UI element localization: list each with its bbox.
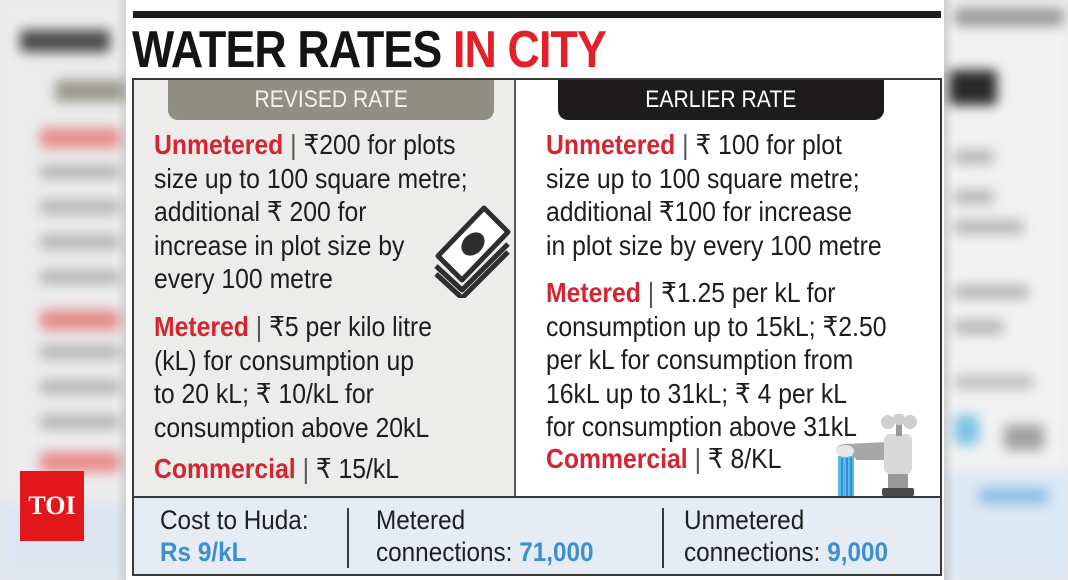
infographic-card: WATER RATES IN CITY REVISED RATE Unmeter… (126, 0, 944, 580)
revised-metered-block: Metered | ₹5 per kilo litre (kL) for con… (154, 311, 433, 443)
footer-divider (347, 508, 349, 568)
metered-connections-value: 71,000 (519, 537, 594, 567)
earlier-rate-header: EARLIER RATE (558, 80, 884, 120)
top-rule (133, 11, 941, 18)
metered-label: Metered (154, 311, 249, 342)
water-tap-icon (834, 413, 924, 501)
unmetered-connections: Unmetered connections: 9,000 (684, 505, 889, 567)
commercial-label: Commercial (154, 453, 296, 484)
summary-footer: Cost to Huda: Rs 9/kL Metered connection… (134, 496, 940, 574)
metered-label: Metered (546, 277, 641, 308)
earlier-rate-column: EARLIER RATE Unmetered | ₹ 100 for plot … (516, 80, 940, 496)
earlier-metered-block: Metered | ₹1.25 per kL for consumption u… (546, 277, 887, 442)
unmetered-connections-value: 9,000 (827, 537, 889, 567)
revised-rate-header: REVISED RATE (168, 80, 494, 120)
unmetered-label: Unmetered (154, 129, 284, 160)
cost-to-huda: Cost to Huda: Rs 9/kL (160, 505, 309, 567)
commercial-label: Commercial (546, 443, 688, 474)
revised-rate-column: REVISED RATE Unmetered | ₹200 for plots … (134, 80, 516, 496)
metered-connections: Metered connections: 71,000 (376, 505, 594, 567)
footer-divider (662, 508, 664, 568)
revised-commercial-block: Commercial | ₹ 15/kL (154, 453, 400, 484)
cost-value: Rs 9/kL (160, 537, 247, 567)
rates-table: REVISED RATE Unmetered | ₹200 for plots … (132, 78, 942, 576)
blurred-background-right (944, 0, 1068, 580)
headline: WATER RATES IN CITY (132, 21, 607, 79)
revised-unmetered-block: Unmetered | ₹200 for plots size up to 10… (154, 129, 468, 294)
toi-logo: TOI (20, 471, 84, 541)
headline-part1: WATER RATES (132, 21, 442, 79)
money-stack-icon (432, 198, 512, 303)
earlier-unmetered-block: Unmetered | ₹ 100 for plot size up to 10… (546, 129, 882, 261)
headline-part2: IN CITY (452, 21, 607, 79)
edge-shadow (942, 0, 954, 580)
earlier-commercial-block: Commercial | ₹ 8/KL (546, 443, 782, 474)
unmetered-label: Unmetered (546, 129, 676, 160)
edge-shadow (116, 0, 128, 580)
